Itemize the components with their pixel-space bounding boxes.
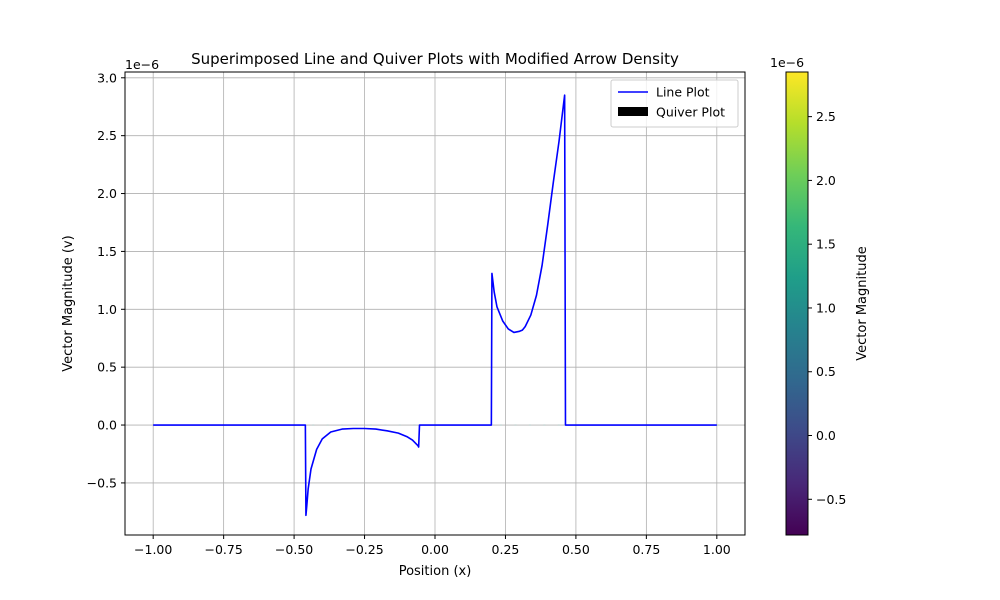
x-tick-label: 1.00: [703, 542, 731, 557]
legend: Line Plot Quiver Plot: [610, 79, 739, 128]
x-tick-label: −0.50: [275, 542, 313, 557]
y-tick-label: −0.5: [87, 475, 117, 490]
colorbar-tick-label: −0.5: [816, 492, 846, 507]
x-tick-label: −1.00: [134, 542, 172, 557]
colorbar-ticks: −0.5 0.0 0.5 1.0 1.5 2.0 2.5: [808, 109, 846, 507]
y-tick-label: 0.5: [97, 360, 117, 375]
x-tick-label: −0.75: [204, 542, 242, 557]
y-tick-label: 0.0: [97, 418, 117, 433]
y-tick-label: 2.0: [97, 186, 117, 201]
colorbar-tick-label: 0.5: [816, 364, 836, 379]
y-tick-label: 2.5: [97, 128, 117, 143]
legend-quiver-swatch: [618, 107, 648, 116]
y-tick-label: 1.5: [97, 244, 117, 259]
colorbar-gradient: [785, 71, 809, 536]
colorbar: −0.5 0.0 0.5 1.0 1.5 2.0 2.5 1e−6 Vector Magni…: [770, 55, 870, 536]
chart-title: Superimposed Line and Quiver Plots with …: [191, 50, 679, 68]
x-tick-label: 0.25: [492, 542, 520, 557]
x-tick-label: 0.50: [562, 542, 590, 557]
x-tick-label: 0.00: [421, 542, 449, 557]
line-plot-series: [153, 94, 717, 517]
x-tick-label: −0.25: [345, 542, 383, 557]
x-axis-label: Position (x): [399, 564, 472, 579]
y-axis-offset-label: 1e−6: [125, 57, 159, 72]
x-ticks: −1.00 −0.75 −0.50 −0.25 0.00 0.25 0.50 0.75 1.00: [134, 535, 731, 557]
colorbar-tick-label: 2.0: [816, 173, 836, 188]
y-tick-label: 1.0: [97, 302, 117, 317]
x-tick-label: 0.75: [632, 542, 660, 557]
y-ticks: −0.5 0.0 0.5 1.0 1.5 2.0 2.5 3.0: [87, 70, 125, 490]
y-axis-label: Vector Magnitude (v): [61, 235, 76, 371]
colorbar-tick-label: 1.0: [816, 300, 836, 315]
legend-label-quiver-plot: Quiver Plot: [656, 105, 725, 120]
colorbar-label: Vector Magnitude: [855, 246, 870, 360]
colorbar-tick-label: 1.5: [816, 237, 836, 252]
series-layer: [153, 94, 719, 517]
colorbar-offset-label: 1e−6: [770, 55, 804, 70]
colorbar-tick-label: 0.0: [816, 428, 836, 443]
legend-label-line-plot: Line Plot: [656, 85, 710, 100]
y-tick-label: 3.0: [97, 70, 117, 85]
colorbar-tick-label: 2.5: [816, 109, 836, 124]
